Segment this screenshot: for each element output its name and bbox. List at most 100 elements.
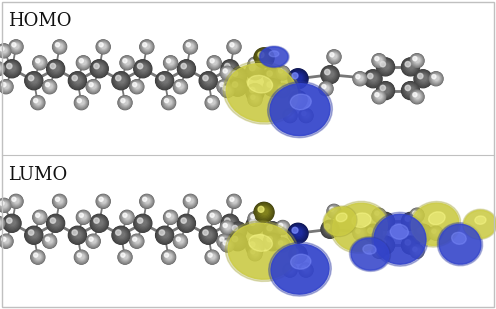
Circle shape	[356, 74, 365, 83]
Circle shape	[278, 222, 288, 232]
Circle shape	[414, 212, 421, 218]
Circle shape	[374, 210, 384, 220]
Circle shape	[7, 218, 17, 228]
Circle shape	[231, 234, 245, 249]
Circle shape	[89, 82, 98, 91]
Circle shape	[286, 266, 294, 274]
Circle shape	[217, 80, 231, 93]
Circle shape	[207, 97, 218, 108]
Circle shape	[269, 237, 277, 245]
Circle shape	[369, 228, 378, 238]
Circle shape	[49, 61, 63, 76]
Circle shape	[97, 40, 110, 53]
Circle shape	[418, 228, 423, 233]
Circle shape	[221, 66, 234, 79]
Circle shape	[33, 98, 43, 107]
Circle shape	[2, 83, 10, 90]
Circle shape	[145, 44, 149, 49]
Circle shape	[124, 59, 130, 66]
Circle shape	[36, 100, 40, 104]
Circle shape	[416, 71, 431, 86]
Circle shape	[94, 63, 99, 69]
Circle shape	[90, 83, 97, 90]
Circle shape	[429, 226, 443, 240]
Circle shape	[292, 227, 298, 233]
Circle shape	[163, 78, 168, 83]
Circle shape	[290, 70, 307, 87]
Circle shape	[81, 59, 87, 66]
Circle shape	[208, 211, 221, 224]
Circle shape	[210, 99, 216, 105]
Circle shape	[246, 62, 264, 80]
Circle shape	[200, 72, 217, 89]
Circle shape	[209, 211, 220, 223]
Circle shape	[121, 56, 134, 70]
Circle shape	[372, 209, 386, 222]
Circle shape	[134, 214, 152, 232]
Circle shape	[0, 47, 8, 54]
Circle shape	[208, 99, 212, 103]
Circle shape	[70, 73, 85, 88]
Circle shape	[225, 242, 231, 248]
Circle shape	[210, 213, 214, 217]
Circle shape	[262, 209, 268, 215]
Circle shape	[408, 64, 414, 69]
Circle shape	[178, 215, 195, 232]
Circle shape	[372, 54, 386, 67]
Circle shape	[0, 201, 8, 209]
Circle shape	[410, 90, 424, 104]
Circle shape	[36, 255, 40, 259]
Circle shape	[246, 216, 264, 234]
Circle shape	[262, 54, 268, 60]
Circle shape	[356, 229, 360, 233]
Circle shape	[227, 64, 235, 72]
Circle shape	[117, 75, 126, 85]
Circle shape	[295, 250, 303, 257]
Circle shape	[159, 229, 171, 241]
Ellipse shape	[248, 75, 273, 93]
Circle shape	[290, 246, 307, 263]
Circle shape	[33, 56, 47, 70]
Circle shape	[406, 85, 416, 95]
Circle shape	[223, 223, 227, 227]
Circle shape	[27, 73, 41, 88]
Circle shape	[376, 57, 382, 63]
Circle shape	[232, 81, 244, 93]
Circle shape	[0, 218, 3, 228]
Circle shape	[75, 96, 88, 109]
Circle shape	[188, 198, 194, 204]
Circle shape	[223, 68, 232, 78]
Circle shape	[375, 57, 383, 64]
Ellipse shape	[324, 207, 356, 235]
Circle shape	[232, 71, 238, 76]
Circle shape	[212, 214, 218, 220]
Circle shape	[211, 213, 218, 221]
Circle shape	[206, 78, 211, 83]
Circle shape	[9, 40, 23, 54]
Circle shape	[260, 207, 269, 216]
Circle shape	[91, 83, 97, 89]
Circle shape	[10, 220, 15, 225]
Circle shape	[56, 43, 64, 50]
Circle shape	[144, 198, 150, 204]
Circle shape	[25, 227, 42, 244]
Circle shape	[34, 57, 46, 68]
Circle shape	[410, 208, 424, 222]
Circle shape	[130, 80, 143, 93]
Circle shape	[77, 252, 86, 262]
Circle shape	[143, 197, 151, 205]
Circle shape	[430, 226, 443, 240]
Circle shape	[401, 212, 420, 230]
Circle shape	[174, 235, 187, 248]
Circle shape	[431, 73, 442, 84]
Circle shape	[221, 221, 234, 234]
Circle shape	[145, 199, 149, 203]
Circle shape	[139, 219, 147, 226]
Circle shape	[134, 60, 152, 78]
Circle shape	[434, 75, 439, 81]
Circle shape	[161, 231, 169, 239]
Text: LUMO: LUMO	[8, 167, 67, 184]
Circle shape	[8, 219, 16, 226]
Circle shape	[8, 64, 16, 72]
Circle shape	[1, 48, 7, 53]
